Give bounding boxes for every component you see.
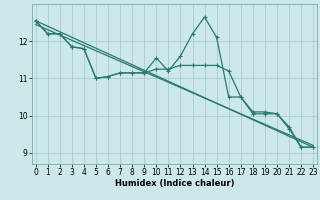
X-axis label: Humidex (Indice chaleur): Humidex (Indice chaleur) xyxy=(115,179,234,188)
